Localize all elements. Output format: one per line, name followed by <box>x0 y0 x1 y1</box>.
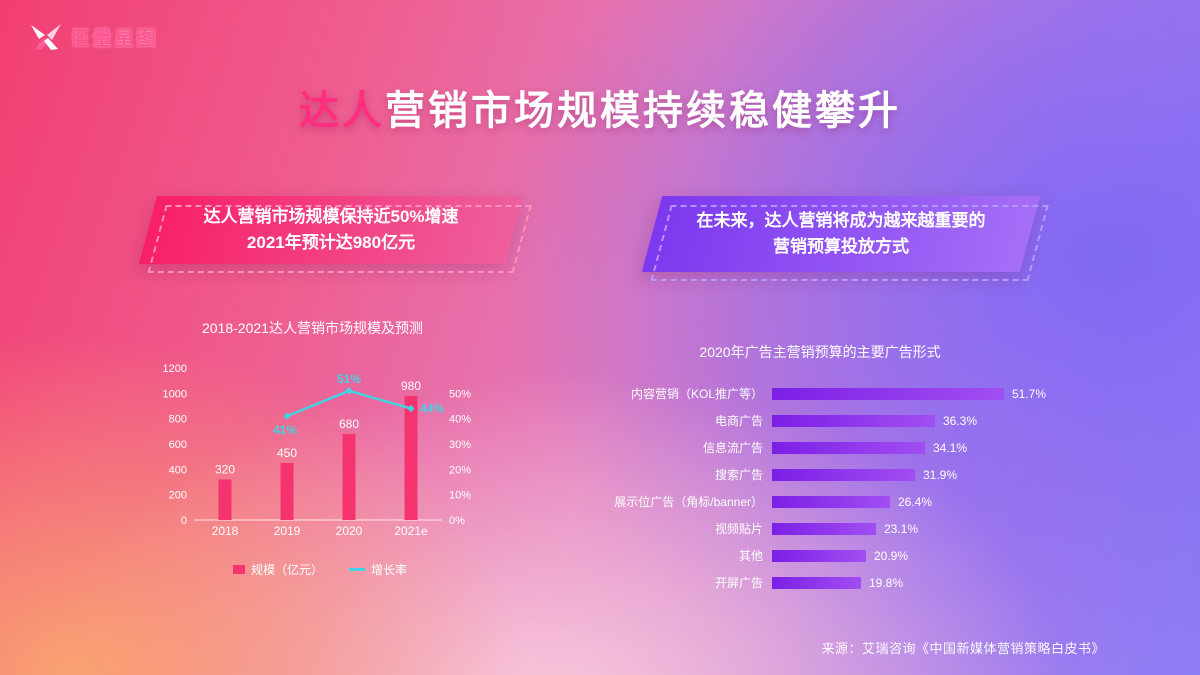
svg-text:51%: 51% <box>337 372 361 386</box>
hbar-row-bar <box>772 441 925 454</box>
svg-text:0%: 0% <box>449 515 465 527</box>
combo-chart-plot: 0 200 400 600 800 1000 1200 0% 10% 20% 30% 40% 50% 32… <box>163 363 472 538</box>
page-title: 达人营销市场规模持续稳健攀升 <box>0 78 1200 136</box>
svg-text:2021e: 2021e <box>394 524 428 538</box>
legend-swatch-line <box>349 568 365 571</box>
callout-left-line2: 2021年预计达980亿元 <box>246 233 416 252</box>
source-note: 来源：艾瑞咨询《中国新媒体营销策略白皮书》 <box>821 641 1105 656</box>
combo-chart: 2018-2021达人营销市场规模及预测 0 200 400 600 800 1000 12… <box>150 318 490 578</box>
svg-text:0: 0 <box>181 515 187 527</box>
hbar-row: 开屏广告 19.8% <box>585 569 1055 596</box>
svg-text:44%: 44% <box>420 402 444 416</box>
combo-chart-title: 2018-2021达人营销市场规模及预测 <box>202 320 423 336</box>
hbar-row: 电商广告 36.3% <box>585 407 1055 434</box>
hbar-row: 其他 20.9% <box>585 542 1055 569</box>
callout-left-line1: 达人营销市场规模保持近50%增速 <box>203 206 459 226</box>
hbar-row-label: 内容营销（KOL推广等） <box>630 387 763 401</box>
brand-logo: 巨量星图 <box>30 22 158 51</box>
svg-text:320: 320 <box>215 462 235 476</box>
hbar-row-value: 19.8% <box>869 575 904 590</box>
hbar-row: 视频贴片 23.1% <box>585 515 1055 542</box>
hbar-row: 搜索广告 31.9% <box>585 461 1055 488</box>
svg-text:680: 680 <box>339 417 359 431</box>
page-title-highlight: 达人 <box>299 89 385 133</box>
svg-text:980: 980 <box>401 379 421 393</box>
hbar-row: 展示位广告（角标/banner） 26.4% <box>585 488 1055 515</box>
hbar-row-bar <box>772 549 866 562</box>
svg-text:2019: 2019 <box>274 524 301 538</box>
hbar-row-value: 36.3% <box>943 413 978 428</box>
svg-text:10%: 10% <box>449 490 471 502</box>
brand-logo-text: 巨量星图 <box>70 28 158 50</box>
legend-item-scale: 规模（亿元） <box>232 561 323 578</box>
hbar-row: 信息流广告 34.1% <box>585 434 1055 461</box>
legend-item-growth: 增长率 <box>349 561 407 578</box>
hbar-row-value: 34.1% <box>933 440 968 455</box>
svg-text:50%: 50% <box>449 388 471 400</box>
hbar-row-bar <box>772 495 890 508</box>
callout-right: 在未来，达人营销将成为越来越重要的 营销预算投放方式 <box>641 196 1041 272</box>
combo-chart-legend: 规模（亿元） 增长率 <box>150 561 490 578</box>
hbar-row: 内容营销（KOL推广等） 51.7% <box>585 380 1055 407</box>
svg-text:200: 200 <box>169 490 187 502</box>
callout-right-line2: 营销预算投放方式 <box>773 237 909 256</box>
hbar-row-label: 信息流广告 <box>702 441 763 455</box>
hbar-row-bar <box>772 414 935 427</box>
svg-text:30%: 30% <box>449 439 471 451</box>
svg-text:1200: 1200 <box>163 363 187 375</box>
hbar-row-label: 展示位广告（角标/banner） <box>614 495 763 509</box>
svg-text:400: 400 <box>169 464 187 476</box>
page-title-rest: 营销市场规模持续稳健攀升 <box>385 89 901 133</box>
svg-text:800: 800 <box>169 414 187 426</box>
hbar-chart: 2020年广告主营销预算的主要广告形式 内容营销（KOL推广等） 51.7% 电商广… <box>585 342 1055 596</box>
hbar-row-label: 搜索广告 <box>714 468 763 482</box>
svg-text:20%: 20% <box>449 464 471 476</box>
callout-left: 达人营销市场规模保持近50%增速 2021年预计达980亿元 <box>138 196 524 264</box>
callout-right-line1: 在未来，达人营销将成为越来越重要的 <box>696 210 986 230</box>
svg-text:40%: 40% <box>449 414 471 426</box>
hbar-row-label: 其他 <box>738 549 763 563</box>
svg-text:450: 450 <box>277 446 297 460</box>
hbar-chart-title: 2020年广告主营销预算的主要广告形式 <box>699 344 941 360</box>
hbar-row-value: 31.9% <box>923 467 958 482</box>
hbar-row-value: 23.1% <box>884 521 919 536</box>
hbar-row-label: 电商广告 <box>714 414 763 428</box>
hbar-row-bar <box>772 387 1004 400</box>
svg-text:1000: 1000 <box>163 388 187 400</box>
hbar-row-bar <box>772 522 876 535</box>
hbar-row-value: 26.4% <box>898 494 933 509</box>
svg-text:2018: 2018 <box>212 524 239 538</box>
legend-swatch-bar <box>232 565 245 574</box>
hbar-row-bar <box>772 576 861 589</box>
hbar-row-label: 开屏广告 <box>714 576 763 590</box>
hbar-row-value: 20.9% <box>874 548 909 563</box>
hbar-row-label: 视频贴片 <box>714 522 763 536</box>
hbar-row-bar <box>772 468 915 481</box>
svg-text:600: 600 <box>169 439 187 451</box>
brand-logo-icon <box>31 23 61 50</box>
svg-text:41%: 41% <box>273 423 297 437</box>
hbar-chart-rows: 内容营销（KOL推广等） 51.7% 电商广告 36.3% 信息流广告 34.1% 搜索广告… <box>585 380 1055 596</box>
hbar-row-value: 51.7% <box>1012 386 1047 401</box>
svg-text:2020: 2020 <box>336 524 363 538</box>
